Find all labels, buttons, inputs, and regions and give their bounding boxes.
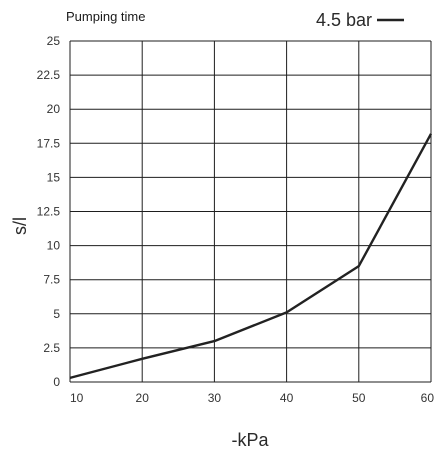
y-tick-label: 15 — [47, 170, 61, 184]
y-axis-label: s/l — [10, 217, 30, 235]
series-group — [70, 134, 431, 378]
y-tick-label: 12.5 — [37, 205, 61, 219]
legend: 4.5 bar — [316, 10, 404, 30]
y-tick-label: 5 — [53, 307, 60, 321]
y-tick-label: 2.5 — [43, 341, 60, 355]
x-tick-label: 10 — [70, 391, 84, 405]
x-tick-label: 40 — [280, 391, 294, 405]
x-tick-labels: 10 20 30 40 50 60 — [70, 391, 434, 405]
x-axis-label: -kPa — [231, 430, 269, 450]
y-tick-labels: 0 2.5 5 7.5 10 12.5 15 17.5 20 22.5 25 — [37, 34, 61, 389]
x-tick-label: 50 — [352, 391, 366, 405]
y-tick-label: 25 — [47, 34, 61, 48]
chart-title: Pumping time — [66, 9, 145, 24]
y-tick-label: 7.5 — [43, 273, 60, 287]
legend-label: 4.5 bar — [316, 10, 372, 30]
series-line — [70, 134, 431, 378]
y-tick-label: 10 — [47, 239, 61, 253]
y-tick-label: 22.5 — [37, 68, 61, 82]
y-tick-label: 20 — [47, 102, 61, 116]
x-tick-label: 20 — [136, 391, 150, 405]
y-tick-label: 0 — [53, 375, 60, 389]
x-tick-label: 30 — [208, 391, 222, 405]
x-tick-label: 60 — [421, 391, 435, 405]
grid — [70, 41, 431, 382]
y-tick-label: 17.5 — [37, 136, 61, 150]
